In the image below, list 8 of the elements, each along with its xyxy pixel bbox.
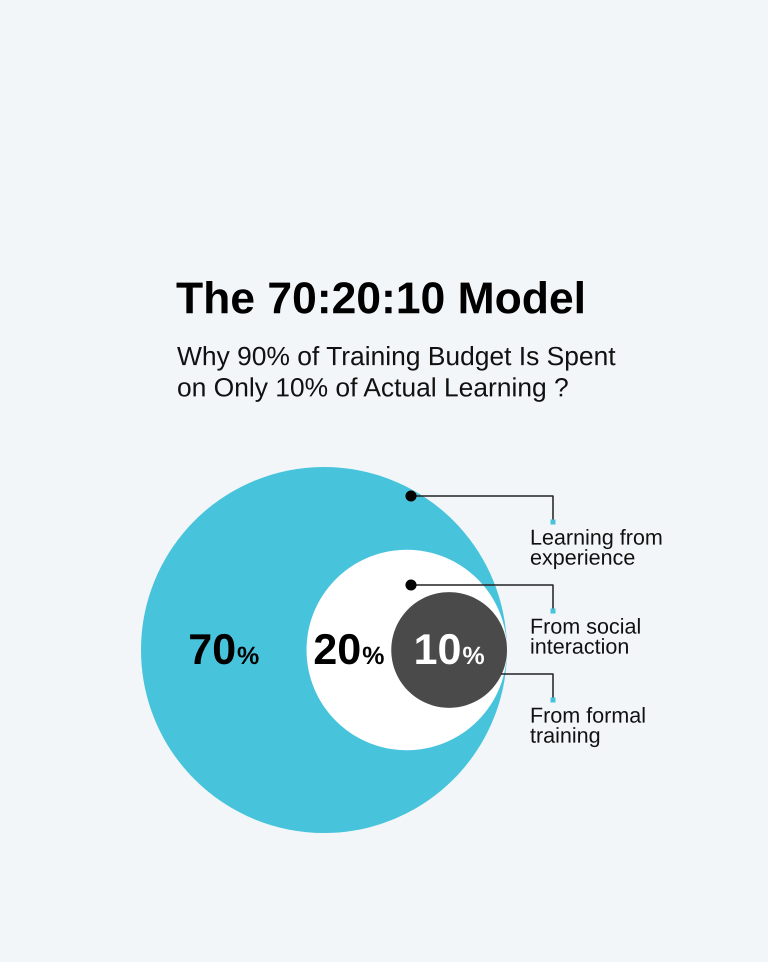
category-label: From formal training bbox=[530, 707, 645, 748]
text: The 70:20:10 Model bbox=[176, 281, 583, 314]
data-label: 10% bbox=[416, 634, 484, 664]
data-label: 70% bbox=[190, 634, 259, 664]
category-label: From social interaction bbox=[531, 618, 640, 654]
data-label: 20% bbox=[314, 634, 384, 664]
text: Why 90% of Training Budget Is Spent on Only 10% of Actual Learning ? bbox=[177, 346, 616, 402]
category-label: Learning from experience bbox=[530, 529, 662, 570]
